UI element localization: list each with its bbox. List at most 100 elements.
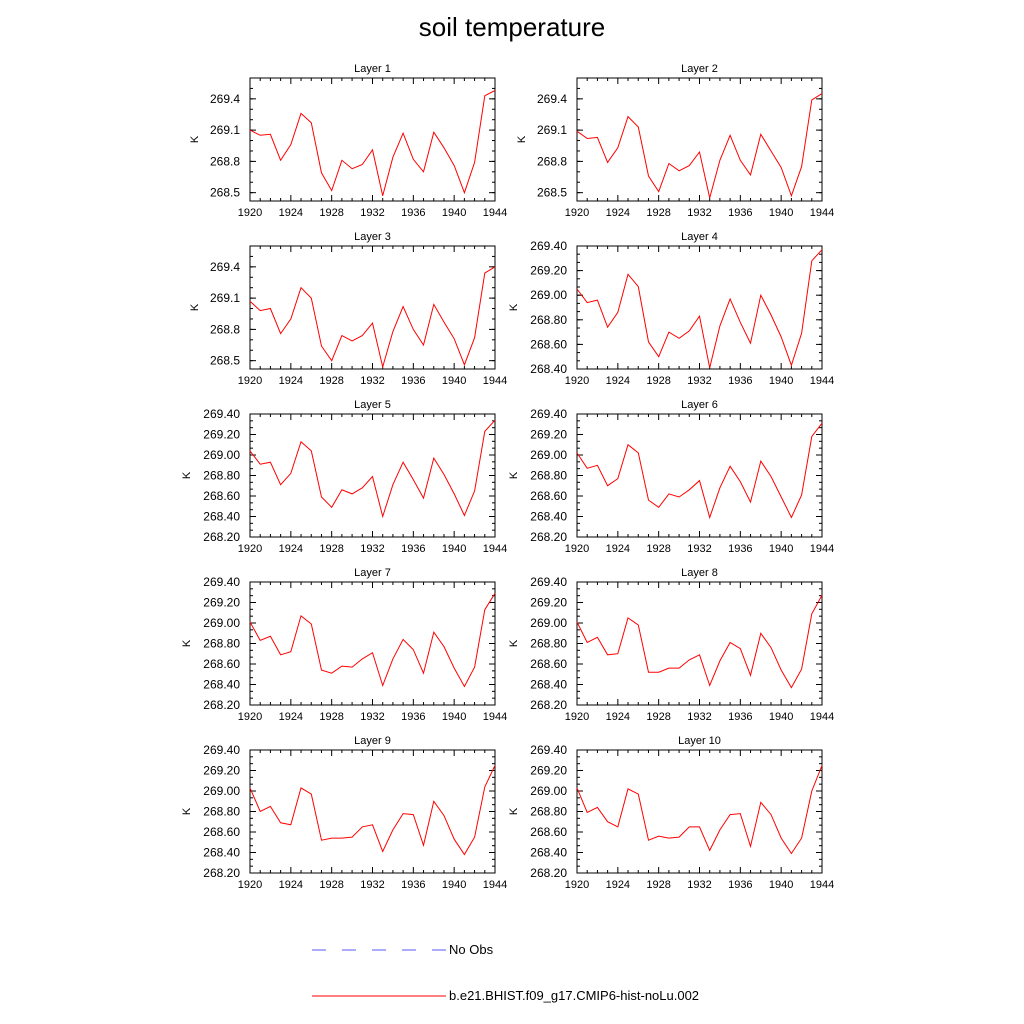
x-tick-label: 1920 (238, 543, 262, 555)
y-tick-label: 268.20 (530, 530, 567, 544)
series-line (249, 266, 496, 369)
legend-label-2: b.e21.BHIST.f09_g17.CMIP6-hist-noLu.002 (449, 988, 699, 1003)
y-tick-label: 268.60 (203, 489, 240, 503)
panel-title: Layer 1 (354, 63, 391, 75)
x-tick-label: 1940 (442, 375, 466, 387)
x-tick-label: 1932 (687, 375, 711, 387)
y-tick-label: 268.80 (530, 313, 567, 327)
y-tick-label: 268.80 (203, 637, 240, 651)
y-tick-label: 269.40 (530, 239, 567, 253)
y-tick-label: 268.20 (530, 698, 567, 712)
y-tick-label: 269.00 (530, 288, 567, 302)
plot-frame (576, 77, 823, 202)
plot-frame (576, 413, 823, 538)
y-axis-label: K (516, 135, 528, 143)
x-tick-label: 1944 (483, 375, 507, 387)
series-line (576, 765, 823, 855)
series-line (576, 93, 823, 199)
panel-5: Layer 5 1920 1924 1928 1932 1936 1940 1944 268.2… (181, 399, 507, 555)
panel-4: Layer 4 1920 1924 1928 1932 1936 1940 1944 268.4… (508, 231, 834, 387)
x-tick-label: 1920 (565, 543, 589, 555)
y-tick-label: 268.60 (530, 825, 567, 839)
y-tick-label: 268.60 (530, 337, 567, 351)
y-tick-label: 269.40 (203, 407, 240, 421)
panel-3: Layer 3 1920 1924 1928 1932 1936 1940 1944 268.5… (189, 231, 507, 387)
y-tick-label: 268.20 (203, 866, 240, 880)
x-tick-label: 1940 (442, 711, 466, 723)
plot-frame (576, 581, 823, 706)
y-tick-label: 268.20 (203, 698, 240, 712)
y-tick-label: 268.80 (530, 469, 567, 483)
y-tick-label: 269.1 (210, 291, 240, 305)
plot-frame (249, 581, 496, 706)
x-tick-label: 1928 (319, 375, 343, 387)
plot-frame (249, 77, 496, 202)
y-tick-label: 269.40 (203, 575, 240, 589)
y-tick-label: 269.00 (530, 448, 567, 462)
y-tick-label: 269.20 (203, 596, 240, 610)
y-tick-label: 269.00 (530, 616, 567, 630)
legend-label-1: No Obs (449, 942, 494, 957)
y-tick-label: 269.20 (530, 764, 567, 778)
x-tick-label: 1932 (687, 543, 711, 555)
x-tick-label: 1928 (646, 711, 670, 723)
x-tick-label: 1944 (483, 543, 507, 555)
x-tick-label: 1932 (360, 207, 384, 219)
x-tick-label: 1940 (769, 711, 793, 723)
plot-frame (576, 245, 823, 370)
y-tick-label: 269.20 (530, 428, 567, 442)
y-tick-label: 269.40 (530, 575, 567, 589)
y-tick-label: 269.4 (537, 92, 567, 106)
x-tick-label: 1936 (401, 375, 425, 387)
y-tick-label: 269.1 (210, 123, 240, 137)
y-tick-label: 268.5 (537, 186, 567, 200)
y-tick-label: 268.40 (203, 846, 240, 860)
y-tick-label: 268.40 (530, 846, 567, 860)
panel-8: Layer 8 1920 1924 1928 1932 1936 1940 1944 268.2… (508, 567, 834, 723)
x-tick-label: 1924 (606, 879, 630, 891)
x-tick-label: 1944 (810, 543, 834, 555)
x-tick-label: 1924 (606, 543, 630, 555)
y-axis-label: K (508, 471, 520, 479)
y-tick-label: 269.00 (203, 448, 240, 462)
panel-title: Layer 7 (354, 567, 391, 579)
x-tick-label: 1920 (565, 879, 589, 891)
y-axis-label: K (508, 807, 520, 815)
x-tick-label: 1944 (810, 375, 834, 387)
plot-frame (249, 749, 496, 874)
plot-frame (249, 413, 496, 538)
y-tick-label: 268.40 (203, 678, 240, 692)
chart-title: soil temperature (418, 12, 606, 42)
panel-title: Layer 8 (681, 567, 718, 579)
panel-1: Layer 1 1920 1924 1928 1932 1936 1940 1944 268.5… (189, 63, 507, 219)
y-tick-label: 268.5 (210, 354, 240, 368)
x-tick-label: 1932 (360, 543, 384, 555)
x-tick-label: 1944 (483, 207, 507, 219)
x-tick-label: 1924 (279, 711, 303, 723)
panel-2: Layer 2 1920 1924 1928 1932 1936 1940 1944 268.5… (516, 63, 834, 219)
panel-6: Layer 6 1920 1924 1928 1932 1936 1940 1944 268.2… (508, 399, 834, 555)
x-tick-label: 1944 (483, 711, 507, 723)
y-tick-label: 269.1 (537, 123, 567, 137)
x-tick-label: 1932 (687, 879, 711, 891)
plot-frame (576, 749, 823, 874)
y-tick-label: 268.8 (537, 154, 567, 168)
x-tick-label: 1924 (279, 207, 303, 219)
series-line (249, 593, 496, 688)
y-tick-label: 268.40 (530, 362, 567, 376)
x-tick-label: 1936 (728, 375, 752, 387)
plot-frame (249, 245, 496, 370)
y-axis-label: K (508, 303, 520, 311)
x-tick-label: 1920 (238, 711, 262, 723)
x-tick-label: 1924 (606, 375, 630, 387)
x-tick-label: 1936 (728, 207, 752, 219)
y-tick-label: 269.20 (203, 764, 240, 778)
x-tick-label: 1928 (319, 543, 343, 555)
y-tick-label: 268.8 (210, 322, 240, 336)
y-axis-label: K (189, 303, 201, 311)
panel-title: Layer 4 (681, 231, 718, 243)
y-tick-label: 268.5 (210, 186, 240, 200)
y-tick-label: 269.20 (530, 596, 567, 610)
x-tick-label: 1920 (238, 879, 262, 891)
x-tick-label: 1924 (279, 543, 303, 555)
